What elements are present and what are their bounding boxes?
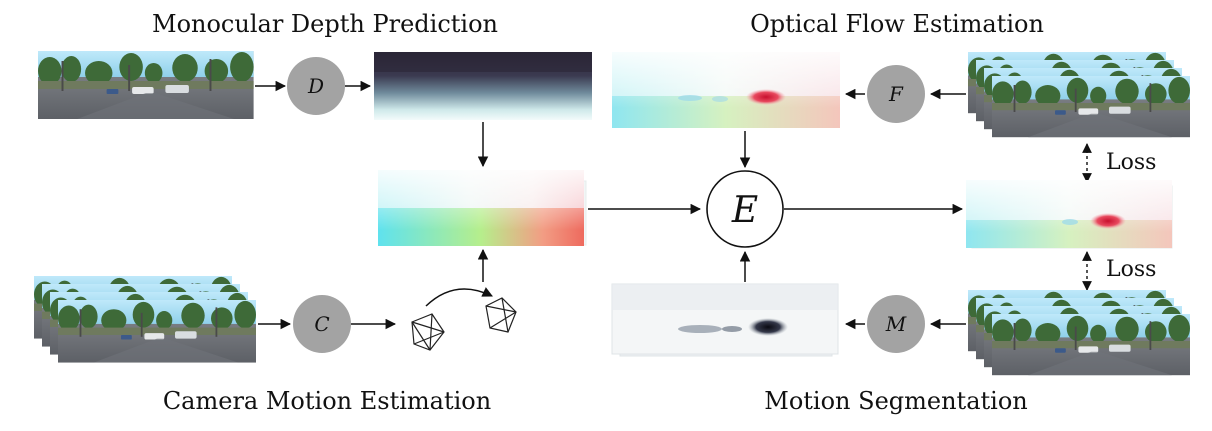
combiner-node <box>706 170 784 248</box>
depth-network-label: D <box>307 74 324 98</box>
camera-network-node <box>293 295 351 353</box>
depth-map <box>374 52 592 120</box>
optical-flow-stack <box>612 52 840 128</box>
motion-mask-stack <box>611 283 839 357</box>
depth-network-node <box>287 57 345 115</box>
combiner-label: E <box>731 190 758 231</box>
depth-input-image <box>38 51 254 119</box>
full-flow-output-stack <box>966 180 1173 249</box>
camera-pose-icon <box>411 297 517 351</box>
flow-input-stack <box>968 52 1190 138</box>
loss-label-top: Loss <box>1106 150 1156 175</box>
flow-network-label: F <box>888 82 904 106</box>
arrow-camera-motion <box>425 287 493 307</box>
rigid-flow-stack <box>378 170 587 246</box>
segmentation-network-node <box>867 295 925 353</box>
title-flow: Optical Flow Estimation <box>750 10 1044 38</box>
segmentation-input-stack <box>968 290 1190 376</box>
flow-network-node <box>867 65 925 123</box>
segmentation-network-label: M <box>885 312 907 336</box>
camera-network-label: C <box>314 312 329 336</box>
loss-label-bottom: Loss <box>1106 257 1156 282</box>
title-depth: Monocular Depth Prediction <box>152 10 498 38</box>
title-camera: Camera Motion Estimation <box>163 387 491 415</box>
camera-input-stack <box>34 276 256 363</box>
title-segmentation: Motion Segmentation <box>764 387 1027 415</box>
